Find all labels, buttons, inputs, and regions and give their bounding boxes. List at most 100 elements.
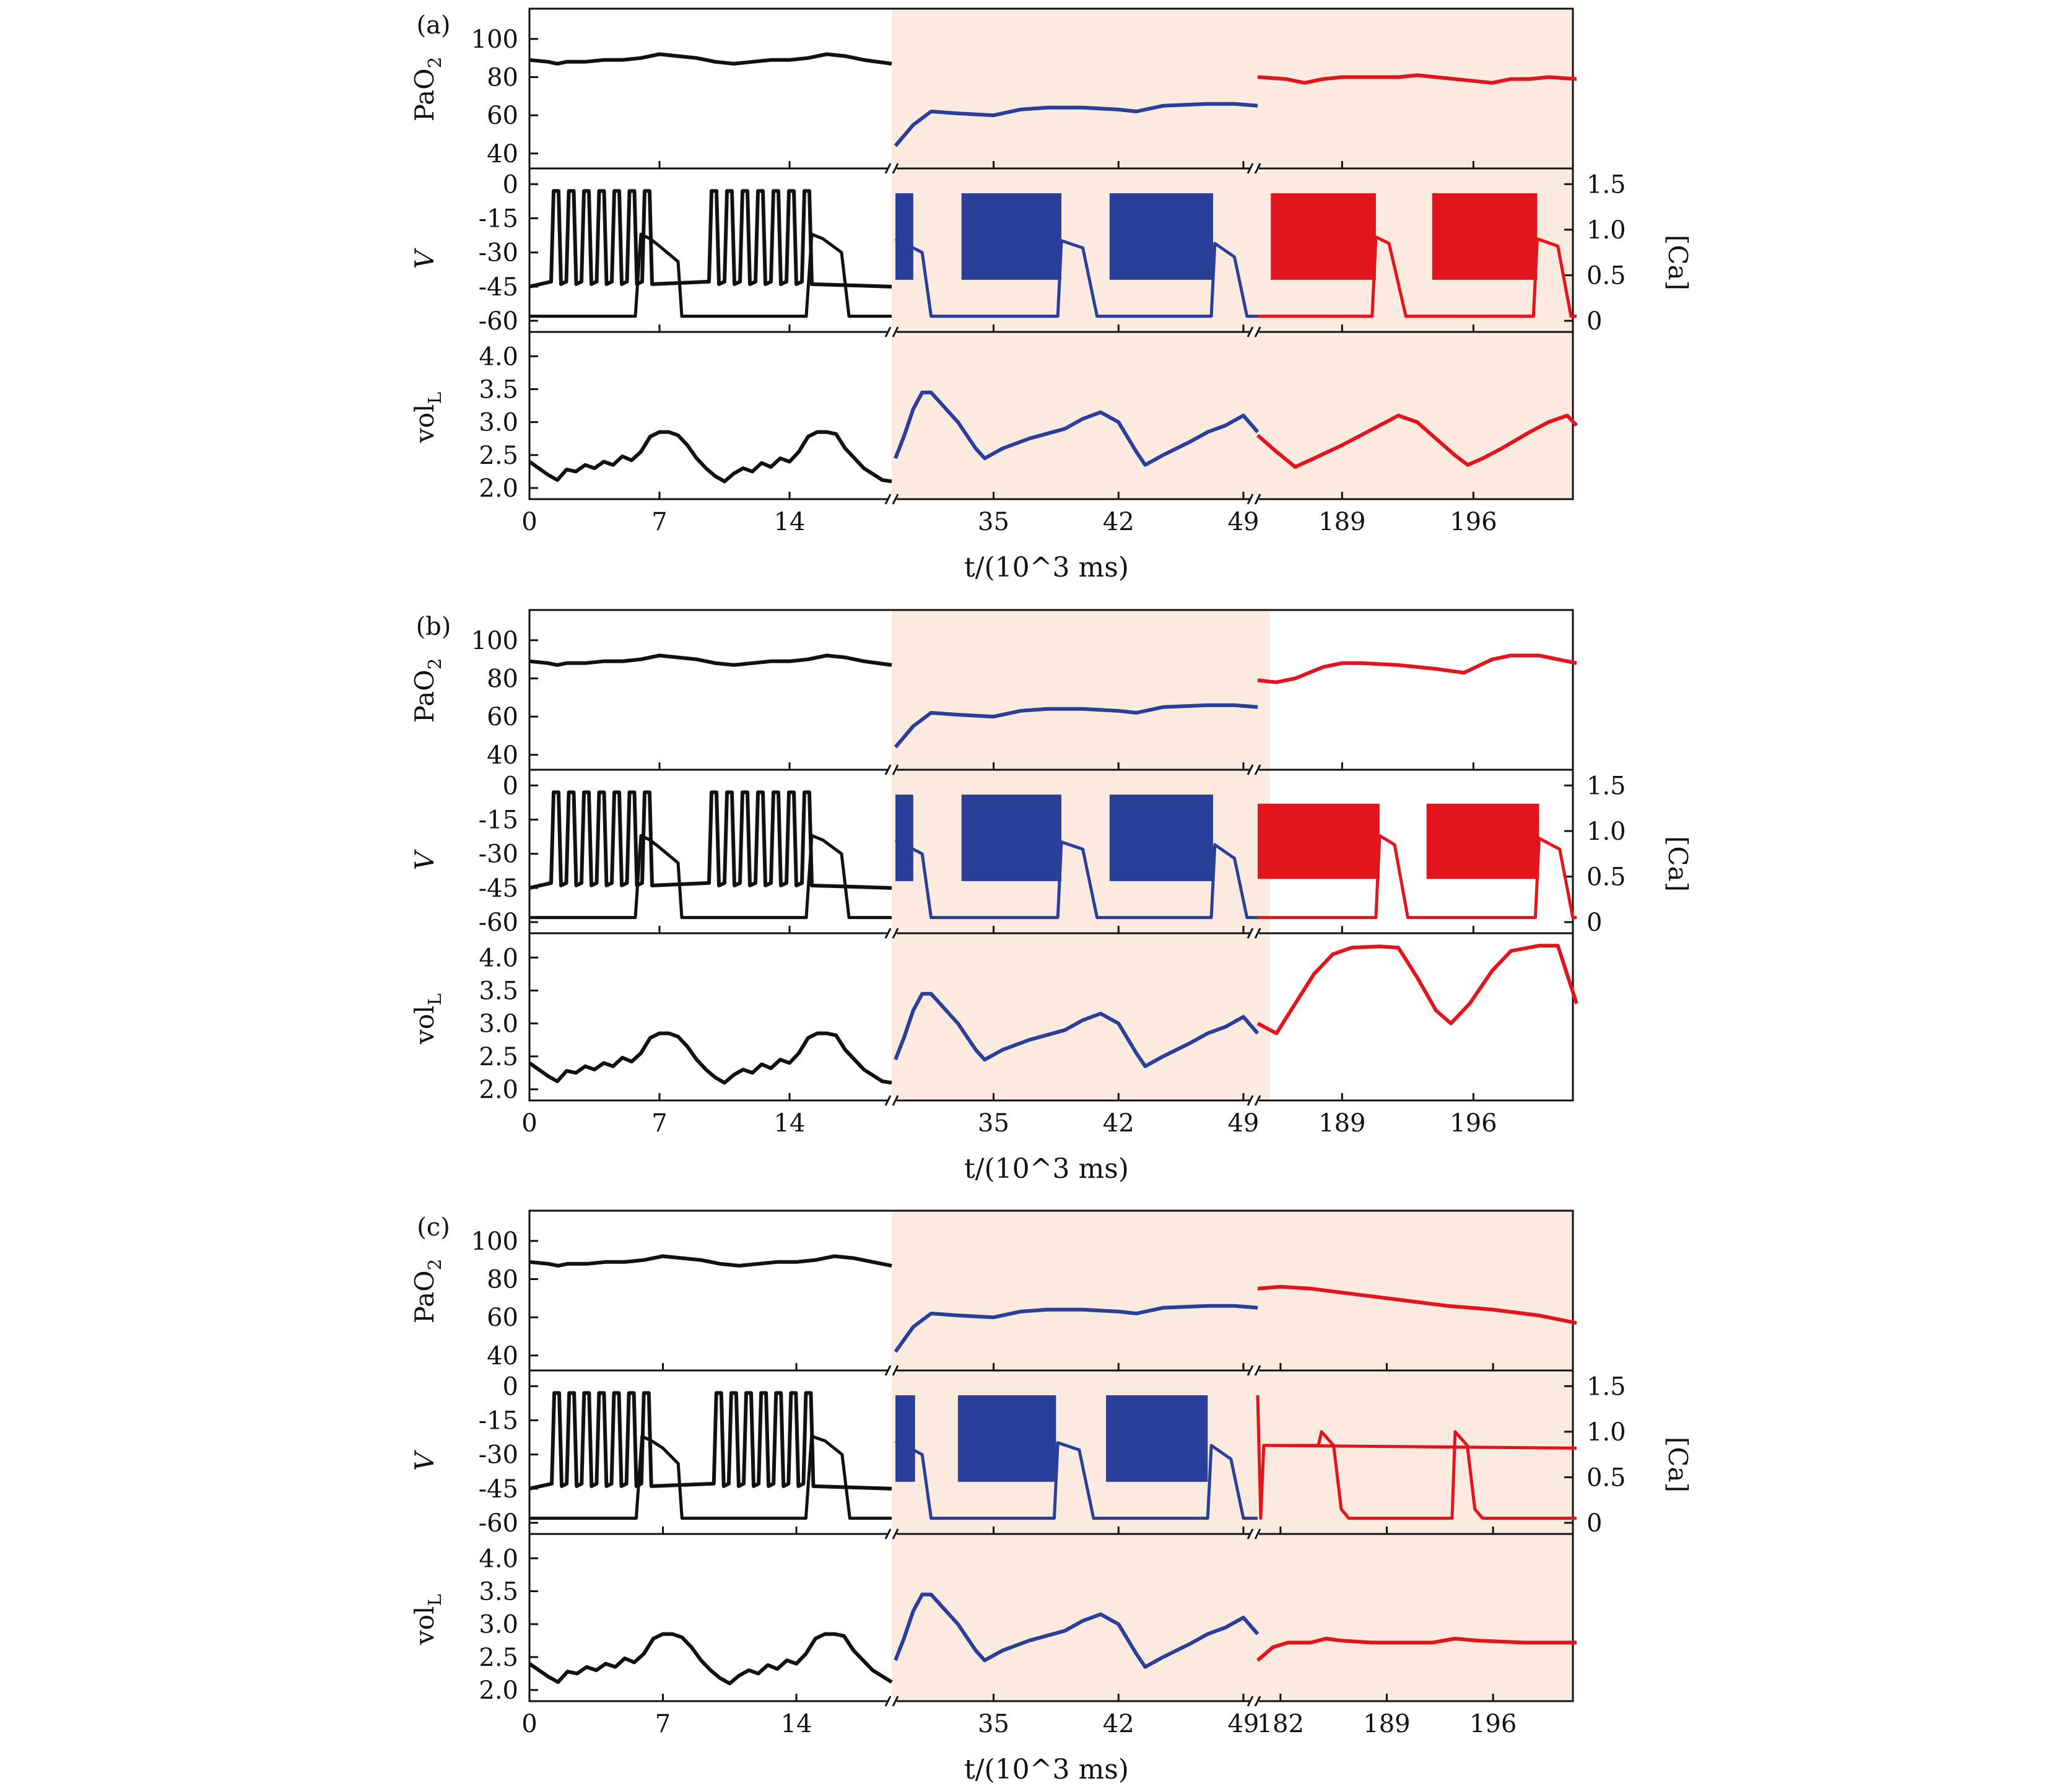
x-tick-label: 7 [651,1109,667,1138]
y-tick-label: 100 [471,627,518,655]
x-tick-label: 196 [1450,508,1497,536]
ca-tick-label: 0 [1587,1509,1602,1538]
y-tick-label: -15 [479,1407,518,1435]
vol-line [1256,944,1578,1035]
axis-break-mark [884,1095,892,1106]
y-tick-label: -30 [479,1441,518,1470]
axis-break-mark [892,1095,899,1106]
axes-frame-vol [528,932,1574,1102]
axis-break-mark [892,163,899,174]
panel-c: (c) 40 60 80 100 0 -15 -30 -45 -60 0 0.5 1.0 1.5 2.0 2.… [409,1209,1693,1785]
ca-tick-label: 1.5 [1587,170,1626,199]
axis-break-mark [1254,163,1261,174]
v-spike-train [529,790,892,890]
y-axis-title-v: V [409,849,440,870]
y-tick-label: -15 [479,205,518,233]
x-tick-label: 189 [1318,508,1365,536]
ca-line [1263,1444,1577,1450]
y-axis-title-pao2: PaO2 [409,57,445,122]
vol-line [894,1592,1260,1669]
x-tick-label: 14 [781,1710,812,1738]
y-tick-label: -30 [479,840,518,869]
ca-tick-label: 0.5 [1587,863,1626,891]
axis-break-mark [1254,1365,1261,1376]
y-tick-label: -60 [479,1509,518,1538]
x-tick-label: 42 [1103,1109,1134,1138]
x-axis-title: t/(10^3 ms) [964,1754,1129,1785]
y-tick-label: 3.5 [479,1577,518,1606]
y-tick-label: 2.0 [479,1076,518,1104]
y-tick-label: 40 [487,741,518,770]
v-burst-band [957,1395,1056,1482]
vol-line [894,390,1260,467]
axis-break-mark [892,326,899,338]
vol-line [528,1031,892,1085]
axis-break-mark [1254,928,1261,939]
pao2-line [894,102,1258,147]
y-tick-label: 3.0 [479,409,518,437]
ca-line [529,1434,892,1520]
pao2-line [1257,1284,1577,1325]
x-tick-label: 42 [1103,508,1134,536]
ca-tick-label: 1.0 [1587,216,1626,245]
pao2-line [894,1304,1258,1353]
x-tick-label: 196 [1469,1710,1517,1738]
v-burst-band [1432,193,1538,280]
axis-break-mark [884,163,892,174]
axis-break-mark [1254,494,1261,505]
y-tick-label: 4.0 [479,1544,518,1573]
x-tick-label: 189 [1318,1109,1365,1138]
axis-break-mark [1247,163,1254,174]
ca-tick-label: 0 [1587,908,1602,937]
vol-line [528,430,892,484]
y-tick-label: 3.0 [479,1611,518,1639]
ca-tick-label: 1.5 [1587,772,1626,800]
x-tick-label: 0 [521,1109,537,1138]
ca-line [529,834,892,920]
axis-break-mark [892,494,899,505]
axis-break-mark [1254,326,1261,338]
x-tick-label: 182 [1257,1710,1304,1738]
y-tick-label: 2.0 [479,1676,518,1705]
x-tick-label: 49 [1227,1710,1259,1738]
x-tick-label: 35 [978,508,1009,536]
v-burst-band [1109,795,1213,881]
y-axis-title-ca: [Ca] [1663,235,1693,290]
ca-line [1258,235,1577,318]
y-tick-label: 100 [471,25,518,54]
y-tick-label: -30 [479,239,518,268]
x-tick-label: 42 [1103,1710,1134,1738]
ca-tick-label: 0.5 [1587,261,1626,290]
y-tick-label: 80 [487,665,518,694]
y-tick-label: -45 [479,1475,518,1504]
y-axis-title-vol: volL [409,993,445,1045]
vol-line [528,1632,893,1686]
x-tick-label: 7 [655,1710,671,1738]
ca-tick-label: 1.0 [1587,1418,1626,1447]
axis-break-mark [892,928,899,939]
v-burst-band [1106,1395,1208,1482]
y-tick-label: 40 [487,1342,518,1370]
x-tick-label: 196 [1450,1109,1497,1138]
y-tick-label: 2.5 [479,1644,518,1672]
ca-line [894,1439,1258,1520]
axis-break-mark [892,764,899,775]
axis-break-mark [1247,1365,1254,1376]
y-axis-title-v: V [409,1450,440,1471]
y-tick-label: 0 [503,1372,518,1401]
ca-line [894,839,1258,920]
panel-label: (a) [416,11,450,40]
y-tick-label: -60 [479,908,518,937]
axis-break-mark [1254,1696,1261,1707]
y-tick-label: -15 [479,806,518,835]
x-tick-label: 0 [521,508,537,536]
pao2-line [529,1254,892,1268]
y-tick-label: 2.5 [479,442,518,470]
ca-line [1258,834,1577,920]
axis-break-mark [884,928,892,939]
y-axis-title-v: V [409,248,440,269]
y-axis-title-ca: [Ca] [1663,836,1693,892]
y-axis-title-ca: [Ca] [1663,1437,1693,1492]
y-tick-label: 0 [503,170,518,199]
x-tick-label: 49 [1227,1109,1259,1138]
